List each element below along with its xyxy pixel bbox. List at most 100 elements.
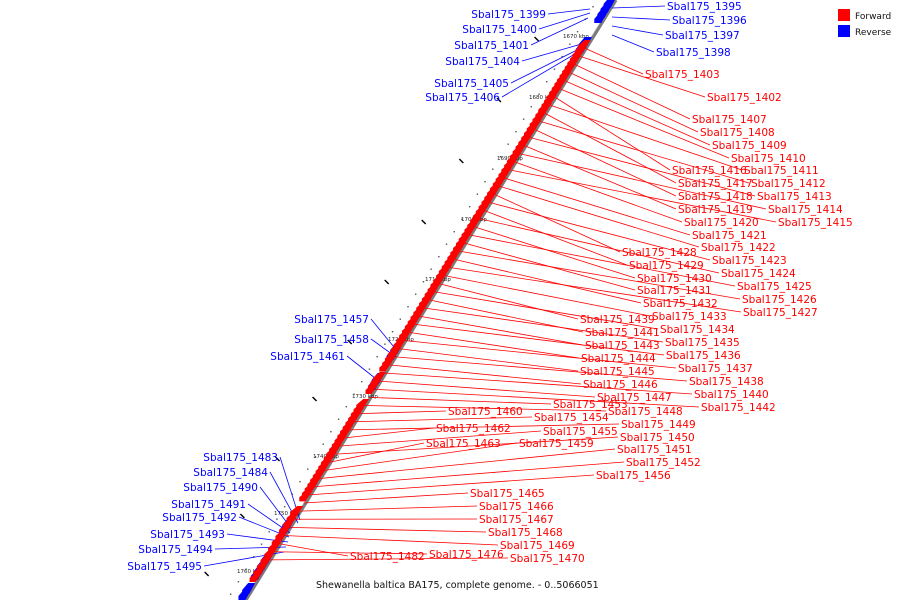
leader-line <box>574 63 691 120</box>
gene-label: Sbal175_1435 <box>665 337 740 349</box>
scale-dot <box>345 406 348 408</box>
scale-tick-mark <box>204 571 210 577</box>
scale-dot <box>307 468 309 470</box>
scale-dot <box>384 343 386 345</box>
scale-tick-label: 1730 kbp <box>352 394 378 400</box>
scale-dot <box>576 31 579 33</box>
leader-line <box>393 356 688 382</box>
scale-dot <box>229 593 232 595</box>
gene-label: Sbal175_1416 <box>672 165 747 177</box>
leader-line <box>449 266 742 313</box>
scale-dot <box>530 106 533 108</box>
leader-line <box>273 551 428 555</box>
gene-label: Sbal175_1401 <box>454 40 529 52</box>
gene-label: Sbal175_1491 <box>171 499 246 511</box>
scale-tick-mark <box>421 219 427 225</box>
scale-tick-label: 1680 kbp <box>529 95 555 101</box>
legend: Forward Reverse <box>838 9 892 38</box>
gene-label: Sbal175_1415 <box>778 217 853 229</box>
scale-dot <box>492 168 494 170</box>
forward-gene-feature <box>365 384 379 394</box>
leader-line <box>489 201 711 261</box>
leader-line <box>474 226 636 279</box>
leader-line <box>554 96 671 171</box>
leader-line <box>338 430 542 447</box>
gene-label: Sbal175_1493 <box>150 529 225 541</box>
gene-label: Sbal175_1436 <box>666 350 741 362</box>
leader-line <box>547 8 591 15</box>
gene-label: Sbal175_1429 <box>629 260 704 272</box>
leader-line <box>383 372 693 395</box>
gene-label: Sbal175_1483 <box>203 452 278 464</box>
leader-line <box>494 193 621 253</box>
gene-label: Sbal175_1409 <box>712 140 787 152</box>
gene-label: Sbal175_1442 <box>701 402 776 414</box>
leader-line <box>519 153 767 210</box>
leader-line <box>283 535 499 546</box>
scale-dot <box>561 56 563 58</box>
leader-line <box>373 388 700 408</box>
gene-label: Sbal175_1420 <box>684 217 759 229</box>
gene-label: Sbal175_1446 <box>583 379 658 391</box>
scale-dot <box>399 318 401 320</box>
leader-line <box>569 72 699 133</box>
gene-label: Sbal175_1398 <box>656 47 731 59</box>
scale-tick-label: 1670 kbp <box>563 34 589 40</box>
gene-label: Sbal175_1396 <box>672 15 747 27</box>
gene-label: Sbal175_1448 <box>608 406 683 418</box>
leader-line <box>444 275 651 317</box>
gene-label: Sbal175_1421 <box>692 230 767 242</box>
gene-label: Sbal175_1403 <box>645 69 720 81</box>
legend-label-reverse: Reverse <box>855 28 892 38</box>
gene-label: Sbal175_1438 <box>689 376 764 388</box>
leader-line <box>358 410 447 415</box>
scale-dot <box>461 218 463 220</box>
gene-label: Sbal175_1423 <box>712 255 787 267</box>
scale-dot <box>507 143 509 145</box>
scale-dot <box>522 118 525 120</box>
scale-dot <box>391 331 394 333</box>
gene-label: Sbal175_1408 <box>700 127 775 139</box>
gene-label: Sbal175_1404 <box>445 56 520 68</box>
gene-label: Sbal175_1434 <box>660 324 735 336</box>
leader-line <box>564 80 711 146</box>
gene-label: Sbal175_1454 <box>534 412 609 424</box>
gene-features <box>238 0 615 600</box>
gene-label: Sbal175_1455 <box>543 426 618 438</box>
leader-line <box>509 169 777 223</box>
gene-label: Sbal175_1432 <box>643 298 718 310</box>
gene-label: Sbal175_1462 <box>436 423 511 435</box>
leader-line <box>403 340 677 369</box>
gene-label: Sbal175_1395 <box>667 1 742 13</box>
gene-label: Sbal175_1456 <box>596 470 671 482</box>
leader-line <box>408 331 580 359</box>
leader-line <box>313 461 625 488</box>
scale-dot <box>299 481 301 483</box>
gene-label: Sbal175_1413 <box>757 191 832 203</box>
scale-dot <box>268 531 270 533</box>
gene-label: Sbal175_1431 <box>637 285 712 297</box>
scale-dot <box>283 506 286 508</box>
gene-label: Sbal175_1433 <box>652 311 727 323</box>
gene-label: Sbal175_1397 <box>665 30 740 42</box>
leader-line <box>303 492 469 504</box>
gene-label: Sbal175_1399 <box>471 9 546 21</box>
leader-line <box>611 16 671 21</box>
leader-line <box>378 380 596 398</box>
leader-line <box>454 258 642 304</box>
scale-dot <box>353 393 355 395</box>
gene-label: Sbal175_1426 <box>742 294 817 306</box>
leader-line <box>288 526 487 533</box>
gene-label: Sbal175_1407 <box>692 114 767 126</box>
leader-line <box>388 364 582 385</box>
leader-line <box>611 25 664 36</box>
leader-line <box>499 185 700 248</box>
gene-label: Sbal175_1414 <box>768 204 843 216</box>
gene-label: Sbal175_1412 <box>751 178 826 190</box>
scale-tick-mark <box>534 36 540 42</box>
leader-line <box>479 218 720 274</box>
gene-label: Sbal175_1461 <box>270 351 345 363</box>
scale-dot <box>484 181 486 183</box>
leader-line <box>584 47 644 75</box>
scale-dot <box>546 81 548 83</box>
